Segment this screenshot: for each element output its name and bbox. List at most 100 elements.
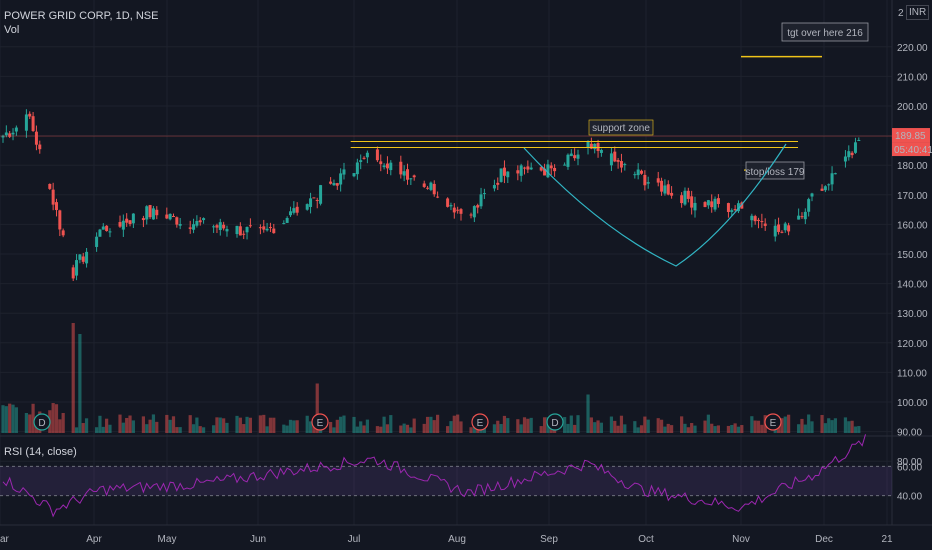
- candle-body[interactable]: [295, 206, 299, 213]
- candle-body[interactable]: [633, 174, 637, 176]
- candle-body[interactable]: [121, 220, 125, 230]
- candle-body[interactable]: [452, 207, 456, 213]
- candle-body[interactable]: [646, 182, 650, 184]
- candle-body[interactable]: [4, 132, 8, 136]
- candle-body[interactable]: [733, 209, 737, 211]
- candle-body[interactable]: [446, 198, 450, 207]
- candle-body[interactable]: [118, 222, 122, 227]
- candle-body[interactable]: [175, 217, 179, 225]
- candle-body[interactable]: [48, 183, 52, 189]
- candle-body[interactable]: [797, 215, 801, 220]
- candle-body[interactable]: [543, 168, 547, 176]
- candle-body[interactable]: [730, 210, 734, 213]
- stop-loss-box[interactable]: [745, 161, 805, 180]
- candle-body[interactable]: [145, 206, 149, 220]
- candle-body[interactable]: [773, 225, 777, 237]
- candle-body[interactable]: [609, 153, 613, 166]
- candle-body[interactable]: [553, 167, 557, 172]
- candle-body[interactable]: [777, 224, 781, 232]
- candle-body[interactable]: [108, 231, 112, 233]
- candle-body[interactable]: [61, 230, 65, 236]
- candle-body[interactable]: [258, 227, 262, 229]
- candle-body[interactable]: [616, 160, 620, 162]
- event-marker[interactable]: [33, 413, 51, 431]
- candle-body[interactable]: [576, 154, 580, 159]
- target-box[interactable]: [781, 22, 869, 42]
- candle-body[interactable]: [569, 153, 573, 157]
- candle-body[interactable]: [288, 211, 292, 216]
- candle-body[interactable]: [339, 173, 343, 185]
- candle-body[interactable]: [14, 127, 18, 132]
- candle-body[interactable]: [165, 214, 169, 219]
- candle-body[interactable]: [178, 224, 182, 226]
- candle-body[interactable]: [686, 190, 690, 199]
- candle-body[interactable]: [282, 223, 286, 225]
- candle-body[interactable]: [636, 169, 640, 176]
- candle-body[interactable]: [365, 152, 369, 158]
- candle-body[interactable]: [586, 141, 590, 148]
- candle-body[interactable]: [379, 161, 383, 165]
- event-marker[interactable]: [311, 413, 329, 431]
- candle-body[interactable]: [563, 164, 567, 166]
- candle-body[interactable]: [456, 209, 460, 211]
- candle-body[interactable]: [78, 254, 82, 260]
- candle-body[interactable]: [426, 187, 430, 189]
- candle-body[interactable]: [783, 223, 787, 231]
- candle-body[interactable]: [736, 203, 740, 212]
- candle-body[interactable]: [757, 219, 761, 221]
- candle-body[interactable]: [472, 206, 476, 218]
- candle-body[interactable]: [713, 198, 717, 210]
- candle-body[interactable]: [218, 222, 222, 230]
- candle-body[interactable]: [195, 220, 199, 226]
- candle-body[interactable]: [680, 195, 684, 204]
- candle-body[interactable]: [656, 178, 660, 183]
- candle-body[interactable]: [402, 171, 406, 176]
- candle-body[interactable]: [225, 229, 229, 232]
- candle-body[interactable]: [492, 185, 496, 189]
- candle-body[interactable]: [619, 161, 623, 168]
- candle-body[interactable]: [31, 116, 35, 131]
- candle-body[interactable]: [589, 143, 593, 149]
- candle-body[interactable]: [823, 186, 827, 191]
- candle-body[interactable]: [406, 169, 410, 180]
- candle-body[interactable]: [81, 256, 85, 262]
- candle-body[interactable]: [706, 200, 710, 206]
- candle-body[interactable]: [131, 213, 135, 224]
- candle-body[interactable]: [245, 226, 249, 233]
- candle-body[interactable]: [141, 218, 145, 221]
- candle-body[interactable]: [787, 225, 791, 232]
- candle-body[interactable]: [98, 229, 102, 237]
- candle-body[interactable]: [75, 260, 79, 276]
- candle-body[interactable]: [566, 154, 570, 167]
- candle-body[interactable]: [593, 143, 597, 150]
- candle-body[interactable]: [670, 192, 674, 196]
- candle-body[interactable]: [248, 225, 252, 227]
- candle-body[interactable]: [803, 211, 807, 220]
- candle-body[interactable]: [479, 194, 483, 207]
- candle-body[interactable]: [843, 156, 847, 162]
- candle-body[interactable]: [95, 236, 99, 247]
- candle-body[interactable]: [693, 202, 697, 211]
- candle-body[interactable]: [148, 205, 152, 218]
- candle-body[interactable]: [238, 226, 242, 236]
- candle-body[interactable]: [51, 189, 55, 205]
- candle-body[interactable]: [703, 202, 707, 208]
- candle-body[interactable]: [857, 140, 861, 142]
- candle-body[interactable]: [332, 183, 336, 186]
- candle-body[interactable]: [212, 226, 216, 228]
- candle-body[interactable]: [71, 267, 75, 279]
- candle-body[interactable]: [573, 155, 577, 159]
- candle-body[interactable]: [476, 205, 480, 208]
- candle-body[interactable]: [292, 208, 296, 213]
- candle-body[interactable]: [422, 183, 426, 187]
- candle-body[interactable]: [305, 204, 309, 210]
- currency-badge[interactable]: INR: [906, 5, 930, 20]
- candle-body[interactable]: [459, 209, 463, 214]
- candle-body[interactable]: [38, 144, 42, 150]
- candle-body[interactable]: [285, 218, 289, 223]
- candle-body[interactable]: [660, 180, 664, 192]
- candle-body[interactable]: [105, 225, 109, 232]
- candle-body[interactable]: [188, 227, 192, 229]
- candle-body[interactable]: [726, 203, 730, 212]
- candle-body[interactable]: [198, 220, 202, 223]
